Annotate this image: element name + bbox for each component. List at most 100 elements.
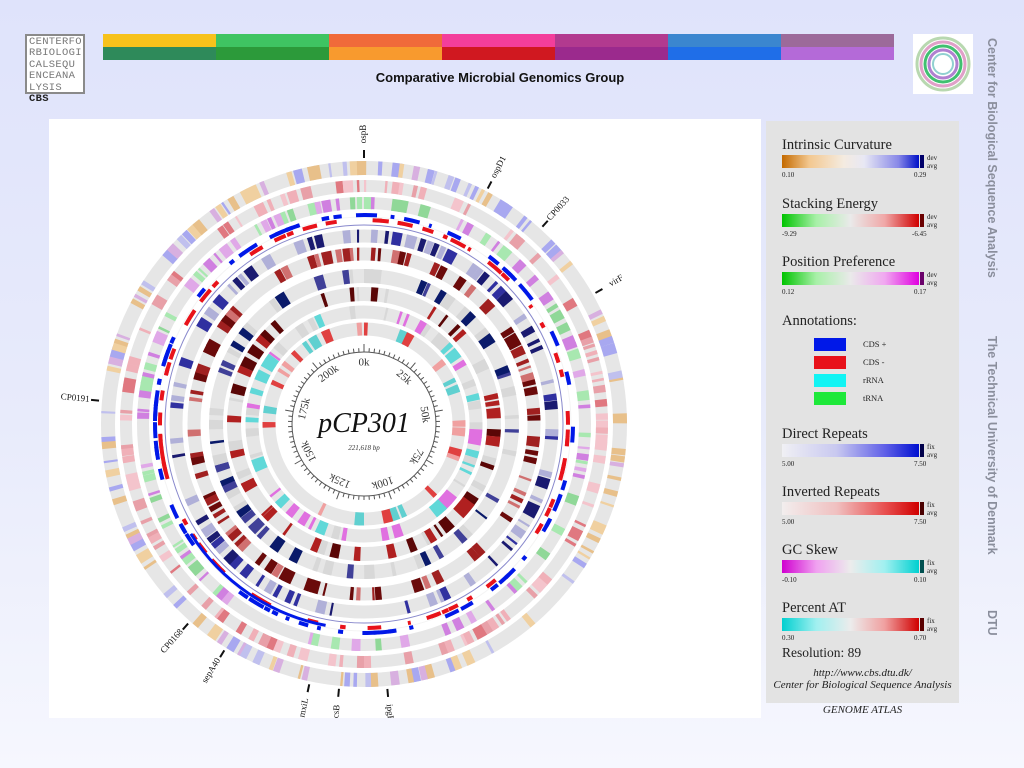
ring-position-preference-segment xyxy=(314,201,323,215)
cds-minus-gene xyxy=(449,237,467,249)
cds-plus-gene xyxy=(487,254,500,266)
cds-plus-gene xyxy=(153,407,158,416)
ring-direct-repeats-outer-segment xyxy=(255,574,266,588)
ring-stacking-energy-segment xyxy=(591,377,605,383)
ring-direct-repeats-segment xyxy=(501,448,517,457)
cds-plus-gene xyxy=(446,230,462,241)
ring-direct-repeats-outer-segment xyxy=(170,437,184,444)
ring-direct-repeats-outer-segment xyxy=(284,589,296,604)
ring-intrinsic-curvature-segment xyxy=(108,356,124,367)
cds-plus-gene xyxy=(152,422,158,439)
ring-stacking-energy-segment xyxy=(580,336,594,347)
ring-intrinsic-curvature-segment xyxy=(192,219,208,236)
scale-tick xyxy=(413,368,418,373)
gcskew-bar-end xyxy=(920,560,924,573)
stacking-max: -6.45 xyxy=(912,230,927,238)
ring-direct-repeats-segment xyxy=(256,525,270,540)
ring-stacking-energy-segment xyxy=(125,472,140,485)
ring-direct-repeats-outer-segment xyxy=(471,267,484,281)
ring-gc-skew-segment xyxy=(428,503,442,518)
ring-direct-repeats-outer-segment xyxy=(173,381,187,389)
ring-stacking-energy-segment xyxy=(595,434,608,443)
ring-position-preference-segment xyxy=(564,492,580,506)
ring-position-preference-segment xyxy=(147,489,161,497)
scale-tick xyxy=(347,494,350,499)
atlas-panel: 0k 25k 50k 75k 100k 125k 150k 175k 200k pCP301 221… xyxy=(49,119,761,722)
ring-position-preference-segment xyxy=(575,459,588,465)
ring-position-preference-segment xyxy=(572,472,586,480)
ring-inverted-repeats-segment xyxy=(270,319,284,335)
ring-stacking-energy-segment xyxy=(592,454,606,464)
ring-intrinsic-curvature-segment xyxy=(445,657,456,673)
ring-inverted-repeats-outer-segment xyxy=(190,389,204,396)
legend-percentat-title: Percent AT xyxy=(782,600,847,616)
ring-position-preference-segment xyxy=(451,616,465,632)
ring-position-preference-segment xyxy=(566,348,582,362)
cds-minus-gene xyxy=(159,446,165,459)
rrna-label: rRNA xyxy=(863,375,884,385)
ring-gc-skew-segment xyxy=(402,313,410,327)
position-gradient-bar xyxy=(782,272,919,285)
cds-plus-gene xyxy=(489,583,499,592)
trna-label: tRNA xyxy=(863,393,884,403)
ring-position-preference-segment xyxy=(462,221,474,236)
ring-stacking-energy-segment xyxy=(562,297,578,312)
ring-inverted-repeats-outer-segment xyxy=(463,284,477,298)
ring-direct-repeats-segment xyxy=(288,547,303,564)
ring-inverted-repeats-segment xyxy=(262,506,278,522)
cds-minus-label: CDS - xyxy=(863,357,885,367)
ring-direct-repeats-outer-segment xyxy=(200,522,217,538)
ring-gc-skew-segment xyxy=(380,527,390,542)
ring-stacking-energy-segment xyxy=(132,497,148,512)
scale-tick xyxy=(388,352,391,357)
ring-position-preference-segment xyxy=(424,206,431,219)
ring-inverted-repeats-outer-segment xyxy=(522,379,536,388)
cds-minus-swatch xyxy=(814,356,846,369)
ring-position-preference-segment xyxy=(441,622,452,636)
stripe-top xyxy=(555,34,668,47)
ring-inverted-repeats-segment xyxy=(485,435,501,447)
ring-gc-skew-segment xyxy=(467,400,482,411)
color-stripes xyxy=(103,34,895,60)
ring-inverted-repeats-outer-segment xyxy=(320,250,334,266)
scale-tick xyxy=(433,405,438,408)
ring-stacking-energy-segment xyxy=(472,627,481,640)
ring-percent-at-segment xyxy=(270,379,285,390)
scale-tick xyxy=(378,349,381,354)
scale-tick xyxy=(392,489,396,494)
ring-percent-at-segment xyxy=(451,427,466,437)
scale-tick xyxy=(312,362,319,370)
ring-inverted-repeats-segment xyxy=(426,306,437,320)
ring-intrinsic-curvature-segment xyxy=(227,195,241,212)
ring-position-preference-segment xyxy=(286,208,297,222)
ring-inverted-repeats-outer-segment xyxy=(335,248,343,263)
ring-direct-repeats-segment xyxy=(370,269,382,284)
position-top: dev xyxy=(927,271,938,279)
scale-tick xyxy=(290,405,295,408)
stacking-gradient-bar xyxy=(782,214,919,227)
genome-atlas-label: GENOME ATLAS xyxy=(822,704,903,716)
stripe-bottom xyxy=(442,47,555,60)
ring-intrinsic-curvature-segment xyxy=(423,663,435,680)
ring-inverted-repeats-outer-segment xyxy=(208,501,223,513)
scale-tick xyxy=(289,436,294,438)
ring-percent-at-segment xyxy=(290,350,304,363)
scale-tick xyxy=(310,368,315,373)
cds-plus-gene xyxy=(200,287,207,294)
ring-position-preference-segment xyxy=(479,232,492,247)
ring-position-preference-segment xyxy=(157,513,171,523)
inverted-min: 5.00 xyxy=(782,518,795,526)
ring-stacking-energy-segment xyxy=(248,628,260,642)
scale-tick xyxy=(300,381,305,385)
cds-minus-gene xyxy=(421,226,434,234)
ring-intrinsic-curvature-segment xyxy=(297,664,304,680)
ring-gc-skew-segment xyxy=(444,347,460,362)
ring-inverted-repeats-segment xyxy=(230,383,247,397)
ring-direct-repeats-segment xyxy=(445,297,456,310)
ring-intrinsic-curvature-segment xyxy=(272,657,284,674)
ring-stacking-energy-segment xyxy=(327,653,337,667)
ring-direct-repeats-outer-segment xyxy=(423,240,435,255)
scale-tick xyxy=(413,475,418,480)
ring-gc-skew-segment xyxy=(383,307,389,321)
ring-gc-skew-segment xyxy=(459,466,473,476)
